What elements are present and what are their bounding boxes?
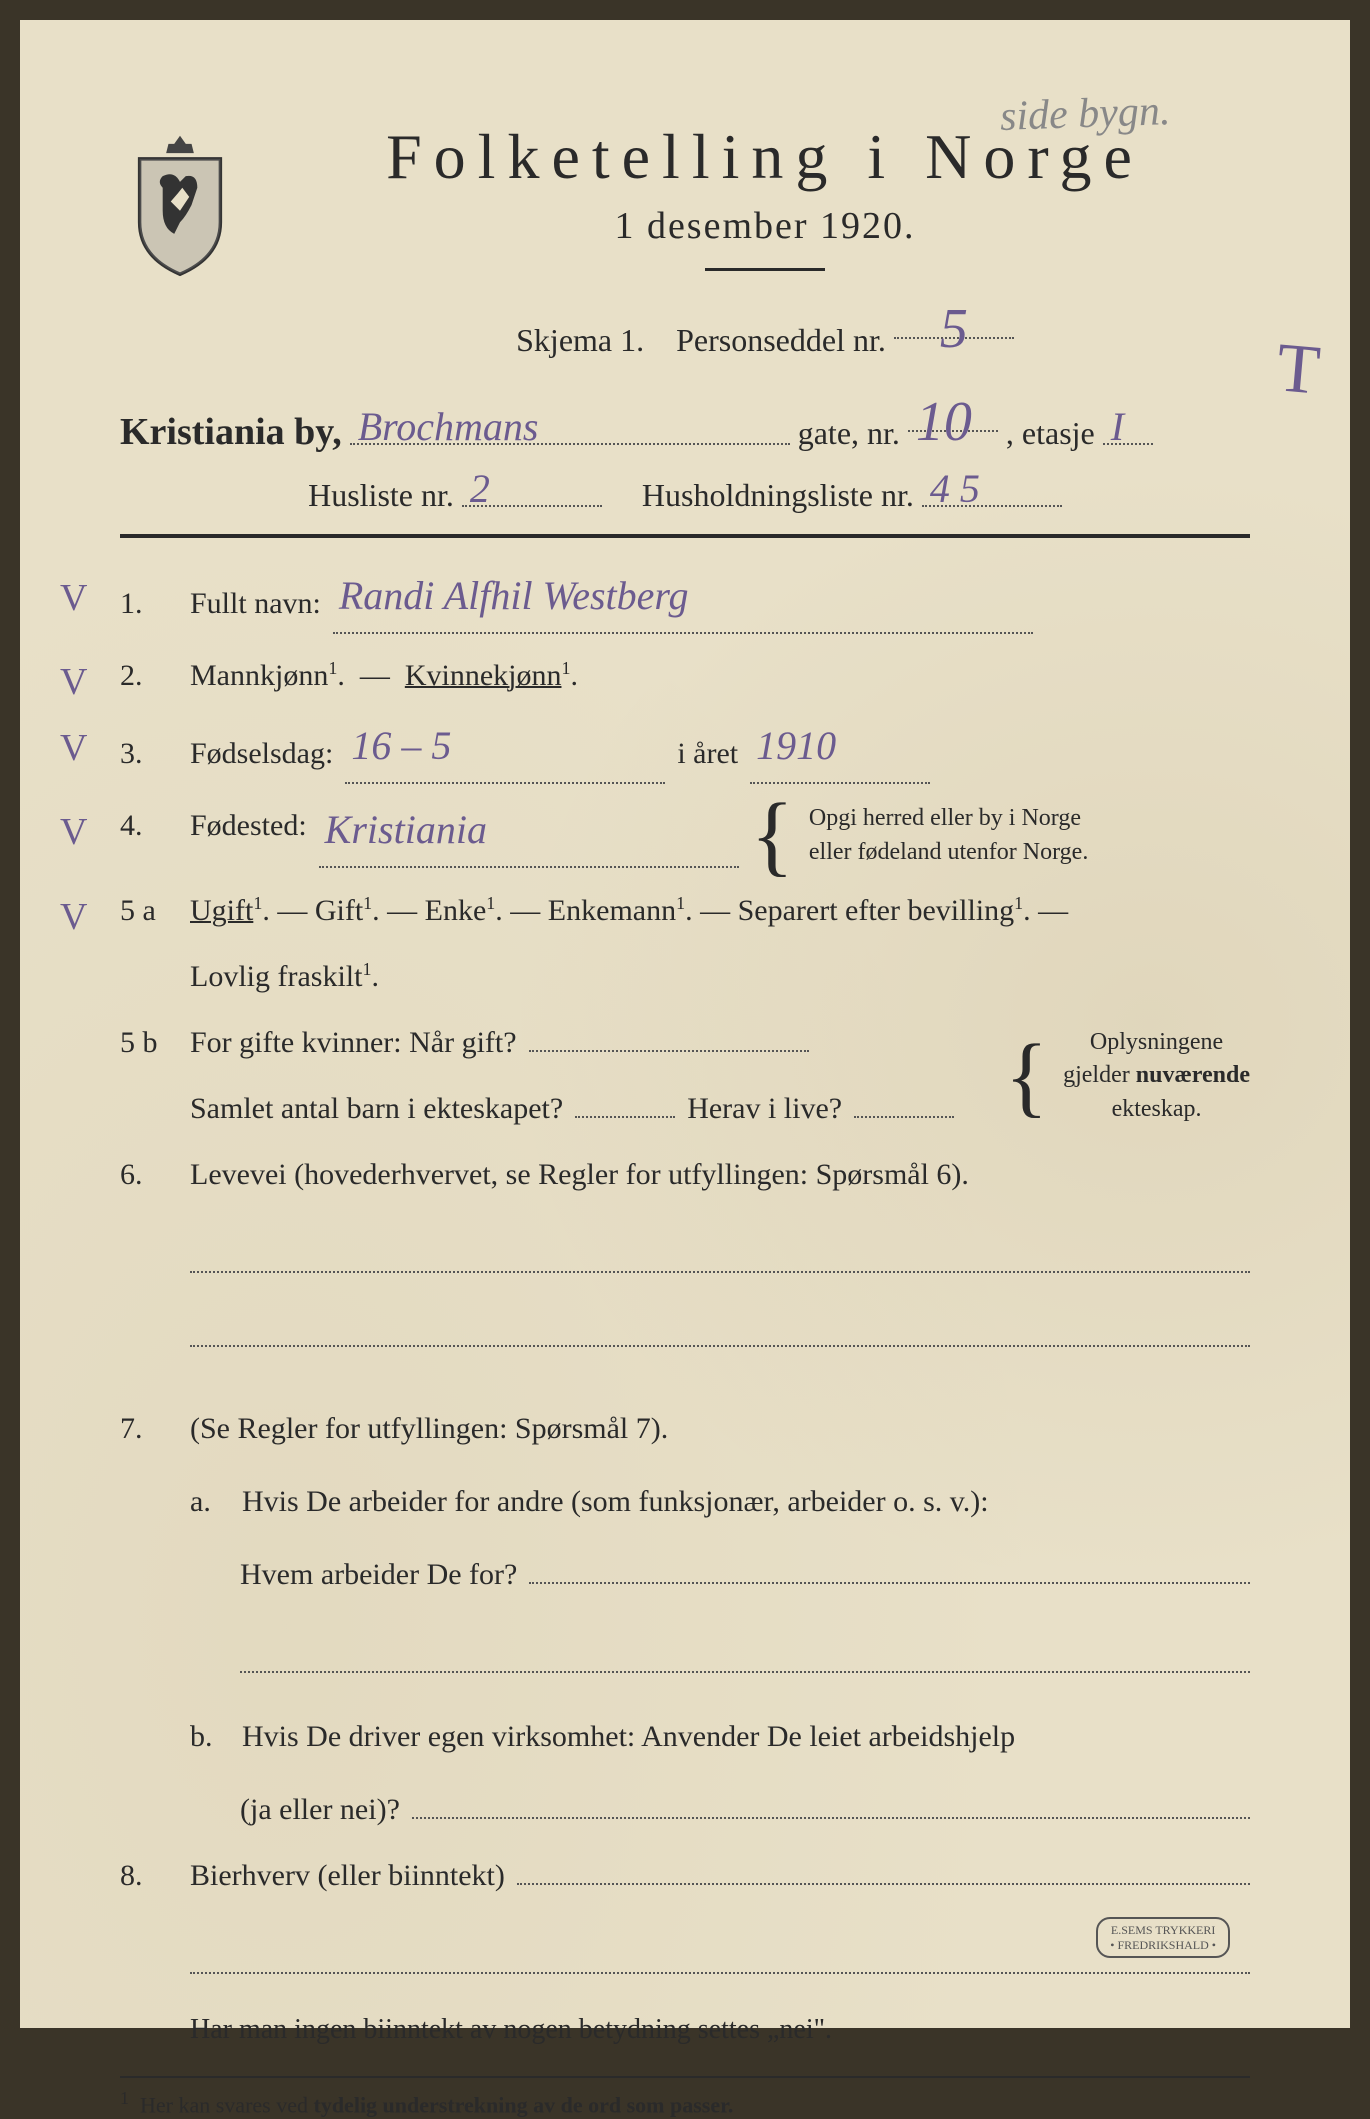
hushold-nr: 4 5 [930,466,980,511]
gate-label: gate, nr. [798,415,900,452]
bracket-icon: { [751,804,794,867]
birthplace-value: Kristiania [325,807,487,852]
question-3: V 3. Fødselsdag: 16 – 5 i året 1910 [120,718,1250,784]
bracket-icon: { [1005,1045,1048,1108]
checkmark-icon: V [60,568,87,629]
q5b-line2b: Herav i live? [687,1085,842,1133]
full-name-value: Randi Alfhil Westberg [339,573,689,618]
female-option: Kvinnekjønn [405,659,562,692]
question-5b: 5 b For gifte kvinner: Når gift? Samlet … [120,1019,1250,1133]
question-2: V 2. Mannkjønn1. — Kvinnekjønn1. [120,652,1250,700]
hushold-label: Husholdningsliste nr. [642,477,914,514]
q7b-num: b. [190,1713,230,1761]
status-fraskilt: Lovlig fraskilt [190,960,362,993]
etasje-label: , etasje [1006,415,1095,452]
printer-stamp: E.SEMS TRYKKERI • FREDRIKSHALD • [1096,1917,1230,1958]
q6-label: Levevei (hovederhvervet, se Regler for u… [190,1158,969,1191]
printer-line2: • FREDRIKSHALD • [1110,1938,1216,1952]
q5b-note3: ekteskap. [1063,1093,1250,1127]
q7a-num: a. [190,1478,230,1526]
q4-label: Fødested: [190,802,307,850]
question-7: 7. (Se Regler for utfyllingen: Spørsmål … [120,1405,1250,1834]
q7b-line2: (ja eller nei)? [240,1786,400,1834]
status-gift: Gift [315,894,363,927]
slip-number: 5 [940,298,968,360]
q7a-line1: Hvis De arbeider for andre (som funksjon… [242,1478,989,1526]
footnote: 1 Her kan svares ved tydelig understrekn… [120,2076,1250,2118]
status-ugift: Ugift [190,894,253,927]
question-6: 6. Levevei (hovederhvervet, se Regler fo… [120,1151,1250,1387]
male-option: Mannkjønn [190,659,328,692]
q1-label: Fullt navn: [190,580,321,628]
q-number: 3. [120,730,170,778]
footnote-text-a: Her kan svares ved [140,2093,314,2118]
title-divider [705,268,825,271]
status-separert: Separert efter bevilling [738,894,1015,927]
gate-nr: 10 [916,391,972,453]
birthday-value: 16 – 5 [351,723,451,768]
form-id-line: Skjema 1. Personseddel nr. 5 [280,301,1250,359]
q7-label: (Se Regler for utfyllingen: Spørsmål 7). [190,1405,1250,1453]
city-label: Kristiania by, [120,410,342,454]
location-line-1: Kristiania by, Brochmans gate, nr. 10 , … [120,394,1250,454]
street-name: Brochmans [358,404,539,449]
q4-note-2: eller fødeland utenfor Norge. [809,836,1088,870]
form-label: Skjema 1. [516,322,644,359]
husliste-label: Husliste nr. [308,477,454,514]
checkmark-icon: V [60,802,87,863]
q-number: 7. [120,1405,170,1453]
question-1: V 1. Fullt navn: Randi Alfhil Westberg [120,568,1250,634]
year-label: i året [677,730,738,778]
q5b-note2b: nuværende [1136,1062,1250,1088]
birth-year-value: 1910 [756,723,836,768]
checkmark-icon: V [60,652,87,713]
etasje-value: I [1111,404,1124,449]
printer-line1: E.SEMS TRYKKERI [1110,1923,1216,1937]
q5b-note2: gjelder [1063,1062,1130,1088]
q5b-note1: Oplysningene [1063,1026,1250,1060]
husliste-nr: 2 [470,466,490,511]
title-block: Folketelling i Norge 1 desember 1920. Sk… [280,120,1250,374]
census-form-page: side bygn. T Folketelling i Norge 1 dese… [20,20,1350,2028]
q7b-line1: Hvis De driver egen virksomhet: Anvender… [242,1713,1015,1761]
slip-label: Personseddel nr. [676,322,886,359]
q-number: 1. [120,580,170,628]
footnote-text-b: tydelig understrekning av de ord som pas… [314,2093,734,2118]
question-5a: V 5 a Ugift1. — Gift1. — Enke1. — Enkema… [120,887,1250,1001]
q5b-line2a: Samlet antal barn i ekteskapet? [190,1085,563,1133]
coat-of-arms-icon [120,130,240,280]
footnote-marker: 1 [120,2088,129,2108]
checkmark-icon: V [60,887,87,948]
q8-label: Bierhverv (eller biinntekt) [190,1852,505,1900]
blank-line [190,1239,1250,1273]
q-number: 5 a [120,887,170,935]
blank-line [190,1313,1250,1347]
question-8: 8. Bierhverv (eller biinntekt) [120,1852,1250,1900]
q-number: 4. [120,802,170,850]
q-number: 5 b [120,1019,170,1067]
q5b-line1: For gifte kvinner: Når gift? [190,1019,517,1067]
date-subtitle: 1 desember 1920. [280,204,1250,248]
divider [120,534,1250,538]
margin-mark: T [1274,328,1324,411]
q-number: 6. [120,1151,170,1199]
q4-note-1: Opgi herred eller by i Norge [809,802,1088,836]
pencil-annotation: side bygn. [999,87,1171,141]
q3-label: Fødselsdag: [190,730,333,778]
q-number: 2. [120,652,170,700]
bottom-note: Har man ingen biinntekt av nogen betydni… [190,2014,1250,2046]
q7a-line2: Hvem arbeider De for? [240,1551,517,1599]
q-number: 8. [120,1852,170,1900]
blank-line [190,1940,1250,1974]
location-line-2: Husliste nr. 2 Husholdningsliste nr. 4 5 [120,469,1250,514]
header: Folketelling i Norge 1 desember 1920. Sk… [120,120,1250,374]
status-enkemann: Enkemann [548,894,676,927]
blank-line [240,1639,1250,1673]
status-enke: Enke [425,894,487,927]
checkmark-icon: V [60,718,87,779]
question-4: V 4. Fødested: Kristiania { Opgi herred … [120,802,1250,869]
